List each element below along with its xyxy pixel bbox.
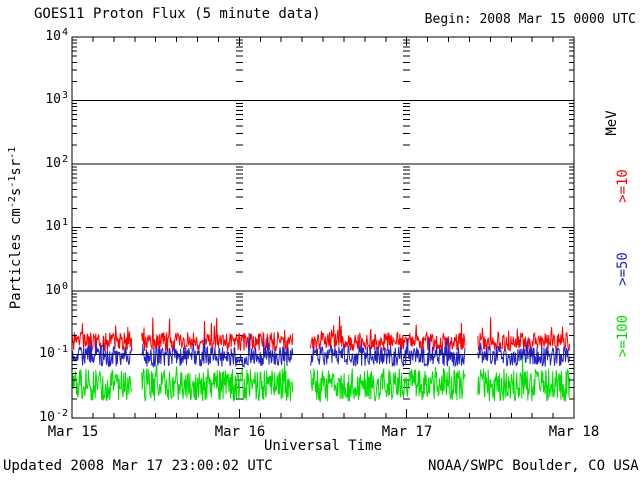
y-axis-title-text: sr bbox=[8, 158, 24, 176]
y-tick-base: 10 bbox=[39, 346, 55, 361]
y-tick-base: 10 bbox=[45, 219, 61, 234]
y-axis-title-exponent: -2 bbox=[7, 196, 18, 209]
y-tick-base: 10 bbox=[45, 92, 61, 107]
y-tick-exponent: 4 bbox=[61, 27, 68, 38]
y-axis-title-text: Particles cm bbox=[8, 208, 24, 310]
series-line-10MeV bbox=[71, 323, 133, 352]
y-axis-title-text: s bbox=[8, 187, 24, 197]
begin-time-label: Begin: 2008 Mar 15 0000 UTC bbox=[424, 12, 636, 27]
y-tick-base: 10 bbox=[45, 156, 61, 171]
series-label-ge100: >=100 bbox=[615, 314, 631, 358]
x-tick-label: Mar 16 bbox=[214, 424, 266, 440]
x-tick-label: Mar 18 bbox=[548, 424, 600, 440]
y-tick-label: 10-1 bbox=[0, 344, 68, 363]
y-tick-base: 10 bbox=[45, 283, 61, 298]
y-tick-base: 10 bbox=[45, 29, 61, 44]
chart-title: GOES11 Proton Flux (5 minute data) bbox=[34, 6, 321, 22]
series-label-ge50: >=50 bbox=[615, 252, 631, 286]
series-line-50MeV bbox=[141, 332, 294, 369]
y-axis-title: Particles cm-2s-1sr-1 bbox=[7, 146, 24, 310]
y-tick-exponent: 1 bbox=[61, 217, 68, 228]
updated-timestamp: Updated 2008 Mar 17 23:00:02 UTC bbox=[3, 458, 273, 474]
y-tick-exponent: 2 bbox=[61, 154, 68, 165]
y-tick-exponent: 3 bbox=[61, 90, 68, 101]
x-tick-label: Mar 17 bbox=[381, 424, 433, 440]
x-tick-label: Mar 15 bbox=[47, 424, 99, 440]
y-axis-title-exponent: -1 bbox=[7, 146, 18, 159]
series-line-100MeV bbox=[310, 366, 466, 403]
y-tick-exponent: -1 bbox=[55, 344, 68, 355]
y-tick-label: 10-2 bbox=[0, 408, 68, 427]
y-tick-label: 102 bbox=[0, 154, 68, 173]
series-line-100MeV bbox=[141, 362, 294, 402]
y-tick-label: 103 bbox=[0, 90, 68, 109]
y-axis-title-exponent: -1 bbox=[7, 175, 18, 188]
series-line-10MeV bbox=[477, 316, 571, 353]
y-tick-label: 100 bbox=[0, 281, 68, 300]
series-line-50MeV bbox=[477, 340, 571, 367]
series-line-10MeV bbox=[310, 316, 466, 353]
y-tick-label: 104 bbox=[0, 27, 68, 46]
x-axis-title: Universal Time bbox=[263, 438, 383, 454]
series-line-100MeV bbox=[71, 368, 133, 402]
series-line-100MeV bbox=[477, 357, 571, 403]
series-line-50MeV bbox=[310, 337, 466, 368]
y-tick-exponent: 0 bbox=[61, 281, 68, 292]
source-attribution: NOAA/SWPC Boulder, CO USA bbox=[428, 458, 639, 474]
y-tick-exponent: -2 bbox=[55, 408, 68, 419]
series-line-10MeV bbox=[141, 317, 294, 352]
series-label-ge10: >=10 bbox=[615, 169, 631, 203]
right-axis-unit-label: MeV bbox=[604, 110, 620, 136]
y-tick-base: 10 bbox=[39, 410, 55, 425]
y-tick-label: 101 bbox=[0, 217, 68, 236]
